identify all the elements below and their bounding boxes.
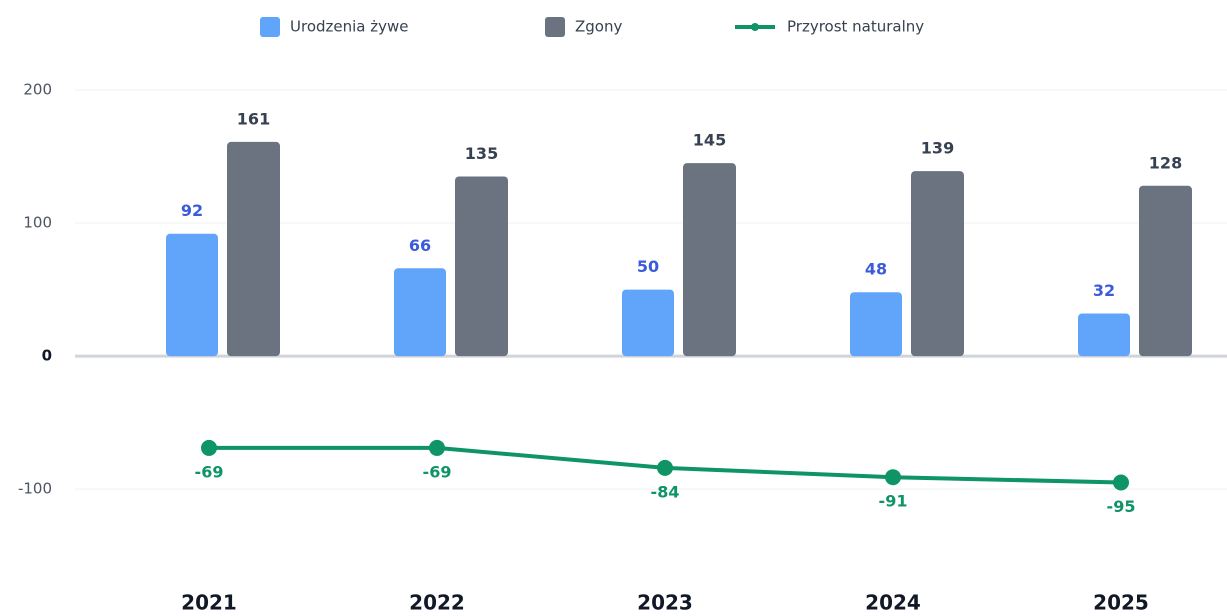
line-label: -91: [879, 492, 908, 511]
x-tick-label: 2025: [1093, 591, 1149, 615]
bar: [622, 289, 674, 357]
bar-label: 139: [921, 139, 954, 158]
bar: [455, 176, 508, 357]
line-label: -84: [651, 482, 680, 501]
y-tick-label: 200: [23, 81, 52, 99]
line-point: [429, 439, 445, 456]
y-tick-label: -100: [18, 480, 52, 498]
line-label: -95: [1107, 497, 1136, 516]
line-point: [201, 439, 217, 456]
y-tick-label: 0: [42, 347, 52, 365]
bar: [166, 233, 218, 357]
bar-label: 50: [637, 257, 659, 276]
x-tick-label: 2022: [409, 591, 465, 615]
bar: [1078, 313, 1130, 357]
bar-label: 145: [693, 131, 726, 150]
bar: [394, 268, 446, 357]
legend-label[interactable]: Zgony: [575, 18, 622, 36]
bar: [227, 141, 280, 357]
legend-label[interactable]: Urodzenia żywe: [290, 18, 409, 36]
bar-label: 48: [865, 260, 887, 279]
line-point: [657, 459, 673, 476]
bar: [850, 292, 902, 357]
bar-label: 135: [465, 144, 498, 163]
line-point: [885, 469, 901, 486]
legend-swatch: [545, 17, 565, 37]
legend-dot: [751, 23, 759, 31]
bar: [911, 171, 964, 357]
bar-label: 32: [1093, 281, 1115, 300]
line-label: -69: [195, 462, 224, 481]
bar-label: 92: [181, 201, 203, 220]
bar-label: 128: [1149, 153, 1182, 172]
line-point: [1113, 474, 1129, 491]
bar: [683, 163, 736, 357]
x-tick-label: 2024: [865, 591, 921, 615]
bar-label: 161: [237, 109, 270, 128]
legend-label[interactable]: Przyrost naturalny: [787, 18, 924, 36]
legend-swatch: [260, 17, 280, 37]
line-label: -69: [423, 462, 452, 481]
y-tick-label: 100: [23, 214, 52, 232]
bar: [1139, 185, 1192, 357]
x-tick-label: 2023: [637, 591, 693, 615]
bar-label: 66: [409, 236, 431, 255]
x-tick-label: 2021: [181, 591, 237, 615]
